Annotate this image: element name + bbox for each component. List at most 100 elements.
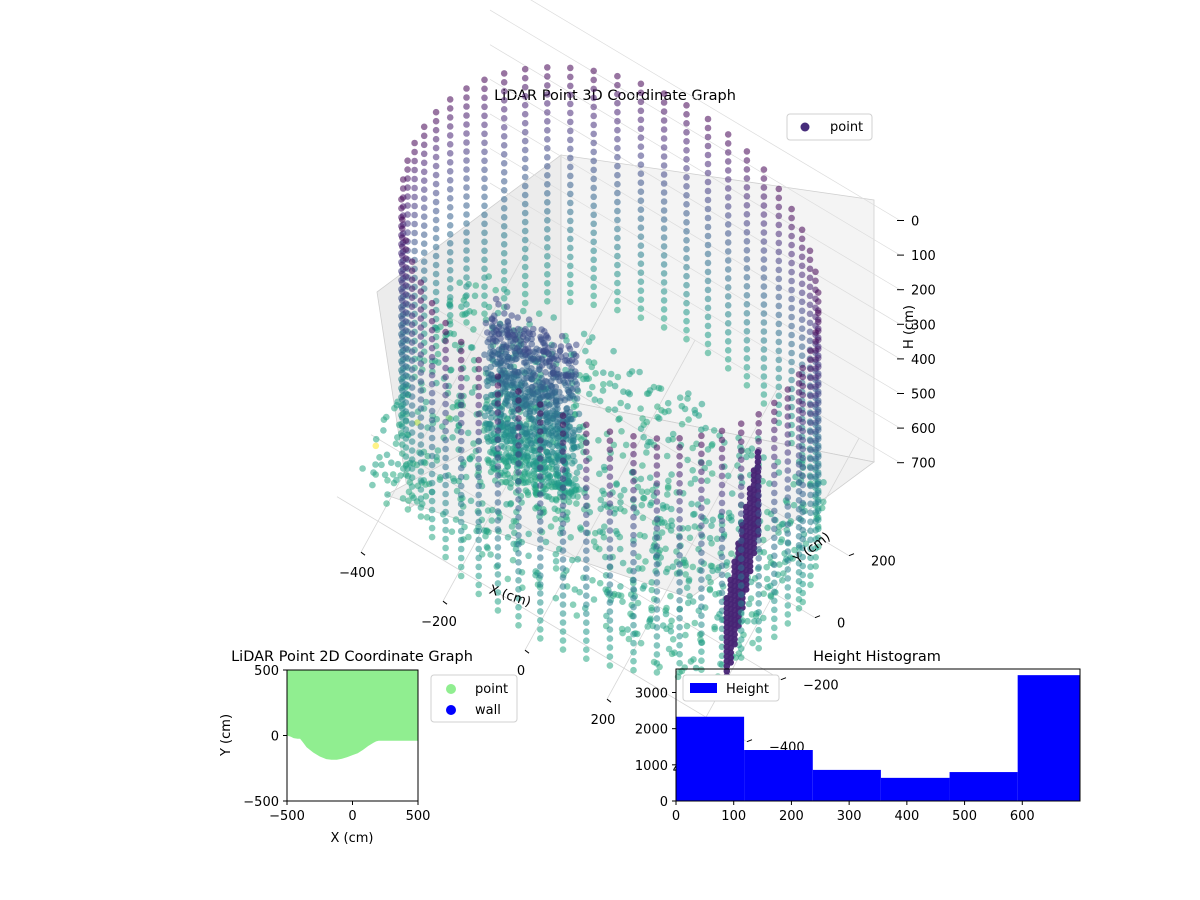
data-point xyxy=(614,99,621,107)
data-point xyxy=(565,388,572,395)
data-point xyxy=(489,335,497,343)
data-point xyxy=(755,609,762,616)
data-point xyxy=(683,201,690,208)
data-point xyxy=(707,562,715,570)
data-point xyxy=(665,477,672,485)
data-point xyxy=(567,154,574,162)
data-point xyxy=(755,483,762,490)
data-point xyxy=(660,288,668,295)
data-point xyxy=(634,599,642,607)
z-axis-label-3d: H (cm) xyxy=(902,305,917,349)
data-point xyxy=(660,99,668,106)
data-point xyxy=(683,290,690,298)
data-point xyxy=(428,524,436,532)
data-point xyxy=(590,596,598,603)
data-point xyxy=(698,603,705,610)
data-point xyxy=(544,163,551,170)
data-point xyxy=(676,516,683,523)
data-point xyxy=(567,226,574,234)
data-point xyxy=(559,619,567,626)
data-point xyxy=(567,244,574,252)
data-point xyxy=(475,536,483,544)
data-point xyxy=(559,547,567,554)
data-point xyxy=(590,166,597,174)
data-point xyxy=(542,538,550,546)
data-point xyxy=(807,401,814,409)
data-point xyxy=(616,545,624,553)
data-point xyxy=(408,321,416,329)
data-point xyxy=(704,214,712,222)
data-point xyxy=(457,464,465,472)
data-point xyxy=(550,370,557,377)
data-point xyxy=(583,511,590,519)
data-point xyxy=(737,591,745,598)
data-point xyxy=(503,437,511,445)
data-point xyxy=(537,554,544,561)
data-point xyxy=(481,76,488,84)
data-point xyxy=(503,373,511,381)
data-point xyxy=(737,582,745,589)
data-point xyxy=(442,499,449,507)
data-point xyxy=(515,559,522,566)
data-point xyxy=(463,220,470,227)
data-point xyxy=(420,123,428,131)
data-point xyxy=(630,504,637,512)
data-point xyxy=(606,626,614,633)
data-point xyxy=(494,409,502,416)
data-point xyxy=(531,447,539,455)
data-point xyxy=(718,643,726,651)
data-point xyxy=(494,553,502,560)
data-point xyxy=(646,474,654,482)
data-point xyxy=(537,410,544,417)
data-point xyxy=(491,317,498,325)
data-point xyxy=(566,409,574,416)
data-point xyxy=(590,103,597,111)
data-point xyxy=(543,418,551,426)
data-point xyxy=(784,575,792,582)
data-point xyxy=(704,205,712,213)
legend-label-point: point xyxy=(830,120,863,135)
data-point xyxy=(737,654,745,661)
data-point xyxy=(784,620,792,627)
data-point xyxy=(606,464,614,472)
data-point xyxy=(544,252,551,260)
data-point xyxy=(515,424,522,431)
data-point xyxy=(467,497,475,505)
gridline-z xyxy=(489,217,901,464)
data-point xyxy=(537,455,544,462)
data-point xyxy=(795,380,803,387)
data-point xyxy=(724,221,732,228)
data-point xyxy=(676,614,683,622)
data-point xyxy=(596,528,604,535)
data-point xyxy=(630,522,637,530)
data-point xyxy=(795,452,803,459)
data-point xyxy=(788,322,795,330)
data-point xyxy=(559,556,567,563)
data-point xyxy=(755,528,762,535)
data-point xyxy=(731,568,738,575)
data-point xyxy=(521,263,529,271)
data-point xyxy=(653,597,661,604)
data-point xyxy=(457,491,465,499)
data-point xyxy=(463,211,470,218)
data-point xyxy=(784,602,792,609)
data-point xyxy=(457,365,465,373)
x-tick-label-2d: −500 xyxy=(269,809,305,824)
data-point xyxy=(624,626,631,633)
data-point xyxy=(583,430,590,438)
data-point xyxy=(417,495,425,502)
data-point xyxy=(812,545,819,552)
data-point xyxy=(552,515,559,523)
data-point xyxy=(743,202,751,209)
data-point xyxy=(446,123,454,130)
data-point xyxy=(662,610,670,618)
gridline-z xyxy=(489,148,901,394)
data-point xyxy=(559,574,567,581)
data-point xyxy=(704,115,712,123)
data-point xyxy=(755,447,762,454)
data-point xyxy=(428,398,436,406)
data-point xyxy=(788,295,795,303)
data-point xyxy=(606,437,614,445)
data-point xyxy=(807,500,814,508)
